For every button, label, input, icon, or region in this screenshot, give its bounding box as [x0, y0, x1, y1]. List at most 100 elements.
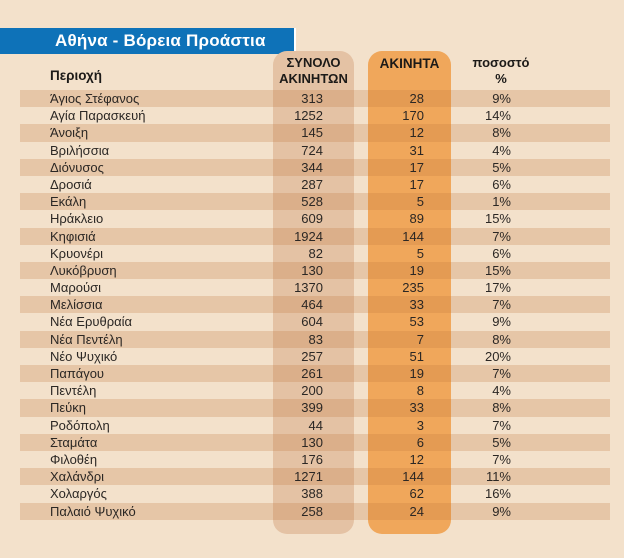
region-name-cell: Κηφισιά [50, 228, 96, 244]
percentage-cell: 15% [484, 262, 511, 278]
akinita-count-cell: 51 [409, 348, 424, 364]
akinita-count-cell: 144 [402, 228, 424, 244]
table-row: Φιλοθέη 176 12 7% [0, 451, 624, 468]
total-properties-cell: 1370 [294, 280, 323, 296]
total-properties-cell: 287 [301, 176, 323, 192]
percentage-cell: 11% [485, 469, 511, 485]
akinita-count-cell: 7 [416, 331, 424, 347]
region-name-cell: Σταμάτα [50, 434, 98, 450]
table-row: Άγιος Στέφανος 313 28 9% [0, 90, 624, 108]
table-row: Λυκόβρυση 130 19 15% [0, 261, 624, 280]
akinita-count-cell: 17 [409, 176, 424, 192]
column-header-percent-line2: % [495, 70, 507, 86]
row-stripe-background [20, 261, 610, 280]
akinita-count-cell: 5 [416, 245, 424, 261]
row-stripe-background [20, 227, 610, 245]
table-row: Πεύκη 399 33 8% [0, 399, 624, 417]
region-name-cell: Νέα Πεντέλη [50, 331, 123, 347]
region-name-cell: Νέα Ερυθραία [50, 314, 133, 330]
row-stripe-background [20, 468, 610, 486]
table-row: Νέο Ψυχικό 257 51 20% [0, 348, 624, 365]
akinita-count-cell: 5 [416, 194, 424, 210]
region-name-cell: Ηράκλειο [50, 211, 104, 227]
total-properties-cell: 261 [301, 366, 323, 381]
percentage-cell: 15% [484, 211, 511, 227]
akinita-count-cell: 53 [409, 314, 424, 330]
akinita-count-cell: 31 [409, 142, 424, 158]
column-header-total-line2: ΑΚΙΝΗΤΩΝ [279, 70, 348, 86]
akinita-count-cell: 12 [409, 125, 424, 141]
column-header-akinita: ΑΚΙΝΗΤΑ [379, 56, 440, 71]
akinita-count-cell: 235 [402, 280, 424, 296]
region-name-cell: Χολαργός [50, 486, 107, 502]
percentage-cell: 8% [492, 331, 511, 347]
column-header-total: ΣΥΝΟΛΟ ΑΚΙΝΗΤΩΝ [273, 55, 354, 86]
table-row: Βριλήσσια 724 31 4% [0, 142, 624, 159]
row-stripe-background [20, 296, 610, 314]
total-properties-cell: 176 [301, 451, 323, 467]
row-stripe-background [20, 502, 610, 520]
percentage-cell: 1% [492, 194, 511, 210]
row-stripe-background [20, 365, 610, 383]
table-body: Άγιος Στέφανος 313 28 9% Αγία Παρασκευή 1252 1… [0, 90, 624, 520]
row-stripe-background [20, 158, 610, 176]
region-name-cell: Βριλήσσια [50, 142, 110, 158]
region-name-cell: Πεντέλη [50, 383, 97, 399]
percentage-cell: 9% [492, 91, 511, 106]
total-properties-cell: 1924 [294, 228, 323, 244]
total-properties-cell: 130 [301, 262, 323, 278]
region-name-cell: Ροδόπολη [50, 417, 110, 433]
table-row: Ηράκλειο 609 89 15% [0, 210, 624, 227]
row-stripe-background [20, 124, 610, 142]
table-row: Νέα Ερυθραία 604 53 9% [0, 313, 624, 330]
percentage-cell: 9% [492, 314, 511, 330]
row-stripe-background [20, 330, 610, 348]
total-properties-cell: 604 [301, 314, 323, 330]
total-column-background [273, 51, 354, 534]
total-properties-cell: 528 [301, 194, 323, 210]
akinita-count-cell: 17 [409, 159, 424, 175]
table-row: Εκάλη 528 5 1% [0, 193, 624, 211]
akinita-count-cell: 19 [409, 262, 424, 278]
column-header-percent: ποσοστό % [456, 55, 546, 86]
row-stripe-background [20, 399, 610, 417]
akinita-count-cell: 28 [409, 91, 424, 106]
akinita-count-cell: 6 [416, 434, 424, 450]
region-name-cell: Μαρούσι [50, 280, 101, 296]
region-name-cell: Χαλάνδρι [50, 469, 105, 485]
akinita-count-cell: 8 [416, 383, 424, 399]
percentage-cell: 16% [484, 486, 511, 502]
region-name-cell: Φιλοθέη [50, 451, 98, 467]
table-row: Χολαργός 388 62 16% [0, 485, 624, 502]
total-properties-cell: 82 [308, 245, 323, 261]
total-properties-cell: 313 [301, 91, 323, 106]
table-row: Δροσιά 287 17 6% [0, 176, 624, 193]
table-row: Νέα Πεντέλη 83 7 8% [0, 330, 624, 348]
row-stripe-background [20, 193, 610, 211]
table-row: Αγία Παρασκευή 1252 170 14% [0, 107, 624, 124]
region-name-cell: Εκάλη [50, 194, 87, 210]
percentage-cell: 7% [492, 366, 511, 381]
table-row: Διόνυσος 344 17 5% [0, 158, 624, 176]
total-properties-cell: 464 [301, 297, 323, 313]
column-header-total-line1: ΣΥΝΟΛΟ [286, 55, 341, 70]
table-row: Σταμάτα 130 6 5% [0, 433, 624, 451]
percentage-cell: 6% [492, 176, 511, 192]
total-properties-cell: 1252 [294, 108, 323, 124]
column-header-region: Περιοχή [50, 68, 103, 83]
percentage-cell: 8% [492, 125, 511, 141]
region-name-cell: Κρυονέρι [50, 245, 103, 261]
percentage-cell: 4% [492, 383, 511, 399]
table-row: Παπάγου 261 19 7% [0, 365, 624, 383]
percentage-cell: 7% [492, 451, 511, 467]
percentage-cell: 9% [492, 503, 511, 519]
table-row: Χαλάνδρι 1271 144 11% [0, 468, 624, 486]
row-stripe-background [20, 90, 610, 108]
percentage-cell: 8% [492, 400, 511, 416]
region-name-cell: Παπάγου [50, 366, 105, 381]
column-header-percent-line1: ποσοστό [472, 55, 530, 70]
total-properties-cell: 724 [301, 142, 323, 158]
percentage-cell: 5% [492, 159, 511, 175]
percentage-cell: 6% [492, 245, 511, 261]
table-row: Κρυονέρι 82 5 6% [0, 245, 624, 262]
